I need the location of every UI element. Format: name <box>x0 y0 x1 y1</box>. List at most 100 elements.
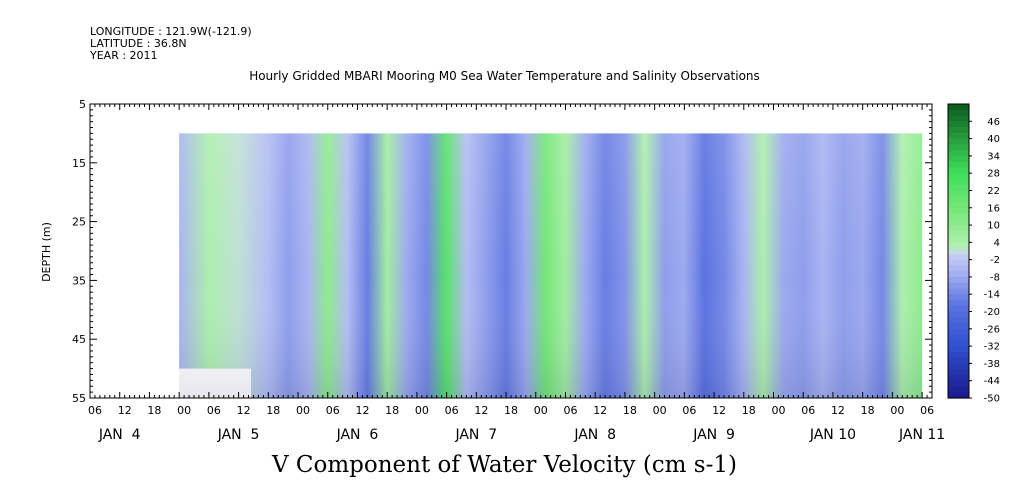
colorbar-band <box>948 380 969 388</box>
colorbar-band <box>948 219 969 226</box>
x-tick-label: 12 <box>593 404 607 417</box>
colorbar-band <box>948 328 969 336</box>
x-tick-label: 18 <box>147 404 161 417</box>
y-tick-label: 5 <box>79 98 86 111</box>
x-day-label: JAN 6 <box>336 427 379 443</box>
colorbar-band <box>948 184 969 192</box>
colorbar-band <box>948 392 969 399</box>
colorbar-band <box>948 236 969 243</box>
colorbar-label: 16 <box>987 203 1000 214</box>
colorbar-band <box>948 282 969 290</box>
colorbar-label: -20 <box>984 307 1000 318</box>
colorbar-band <box>948 300 969 307</box>
x-tick-label: 06 <box>88 404 102 417</box>
y-tick-label: 55 <box>72 392 86 405</box>
colorbar-label: 28 <box>987 169 1000 180</box>
colorbar-band <box>948 155 969 163</box>
x-tick-label: 12 <box>712 404 726 417</box>
x-day-label: JAN 5 <box>217 427 260 443</box>
x-tick-label: 18 <box>742 404 756 417</box>
y-tick-label: 25 <box>72 216 86 229</box>
x-tick-label: 00 <box>415 404 429 417</box>
colorbar-band <box>948 121 969 128</box>
x-tick-label: 06 <box>682 404 696 417</box>
x-day-label: JAN 8 <box>573 427 616 443</box>
x-tick-label: 12 <box>474 404 488 417</box>
colorbar-band <box>948 317 969 324</box>
colorbar-band <box>948 104 969 111</box>
colorbar-band <box>948 351 969 359</box>
colorbar-band <box>948 305 969 313</box>
x-day-label: JAN 10 <box>809 427 856 443</box>
colorbar-band <box>948 138 969 145</box>
x-tick-label: 12 <box>118 404 132 417</box>
y-tick-label: 35 <box>72 274 86 287</box>
x-tick-label: 12 <box>355 404 369 417</box>
colorbar-label: 40 <box>987 134 1000 145</box>
x-tick-label: 06 <box>326 404 340 417</box>
heatmap-depth-shading <box>179 133 923 398</box>
colorbar-band <box>948 173 969 180</box>
colorbar-label: 22 <box>987 186 1000 197</box>
colorbar-label: 10 <box>987 221 1000 232</box>
colorbar-band <box>948 127 969 134</box>
colorbar-border <box>947 103 970 399</box>
x-tick-label: 18 <box>385 404 399 417</box>
colorbar-band <box>948 357 969 365</box>
x-tick-label: 06 <box>801 404 815 417</box>
colorbar-label: -2 <box>990 255 1000 266</box>
x-tick-label: 12 <box>237 404 251 417</box>
colorbar-band <box>948 374 969 382</box>
x-tick-label: 06 <box>207 404 221 417</box>
colorbar-band <box>948 248 969 255</box>
colorbar-label: -44 <box>984 376 1000 387</box>
colorbar-label: -26 <box>984 324 1000 335</box>
colorbar-label: -38 <box>984 359 1000 370</box>
x-tick-label: 00 <box>296 404 310 417</box>
colorbar-band <box>948 207 969 215</box>
colorbar-band <box>948 346 969 353</box>
colorbar-band <box>948 265 969 272</box>
colorbar-band <box>948 230 969 238</box>
colorbar-band <box>948 242 969 249</box>
colorbar-band <box>948 178 969 186</box>
colorbar-band <box>948 334 969 341</box>
colorbar-band <box>948 386 969 393</box>
colorbar-band <box>948 311 969 318</box>
colorbar-band <box>948 259 969 267</box>
x-tick-label: 00 <box>177 404 191 417</box>
chart-title: Hourly Gridded MBARI Mooring M0 Sea Wate… <box>249 69 760 83</box>
colorbar-band <box>948 115 969 122</box>
colorbar-band <box>948 225 969 232</box>
latitude-label: LATITUDE : 36.8N <box>90 37 187 50</box>
colorbar-band <box>948 363 969 370</box>
x-tick-label: 00 <box>772 404 786 417</box>
x-tick-label: 06 <box>445 404 459 417</box>
colorbar-band <box>948 161 969 169</box>
colorbar-band <box>948 213 969 220</box>
colorbar-band <box>948 276 969 284</box>
colorbar-label: -14 <box>984 290 1000 301</box>
colorbar-label: 46 <box>987 117 1000 128</box>
x-tick-label: 00 <box>890 404 904 417</box>
colorbar: 46 40 34 28 22 16 10 4 -2 -8 -14 -20 -26 -32 -38 -44 -50 <box>947 103 1000 405</box>
colorbar-label: -50 <box>984 394 1000 405</box>
y-tick-label: 45 <box>72 333 86 346</box>
colorbar-band <box>948 288 969 295</box>
colorbar-band <box>948 271 969 278</box>
x-day-label: JAN 9 <box>692 427 735 443</box>
x-tick-label: 18 <box>861 404 875 417</box>
y-tick-label: 15 <box>72 157 86 170</box>
longitude-label: LONGITUDE : 121.9W(-121.9) <box>90 25 252 38</box>
colorbar-band <box>948 340 969 347</box>
colorbar-label: -32 <box>984 342 1000 353</box>
heatmap-field <box>179 133 923 398</box>
colorbar-band <box>948 369 969 376</box>
x-day-label: JAN 4 <box>98 427 141 443</box>
x-tick-label: 00 <box>653 404 667 417</box>
x-tick-label: 18 <box>504 404 518 417</box>
colorbar-band <box>948 150 969 157</box>
colorbar-label: 4 <box>994 238 1000 249</box>
x-tick-label: 06 <box>920 404 934 417</box>
